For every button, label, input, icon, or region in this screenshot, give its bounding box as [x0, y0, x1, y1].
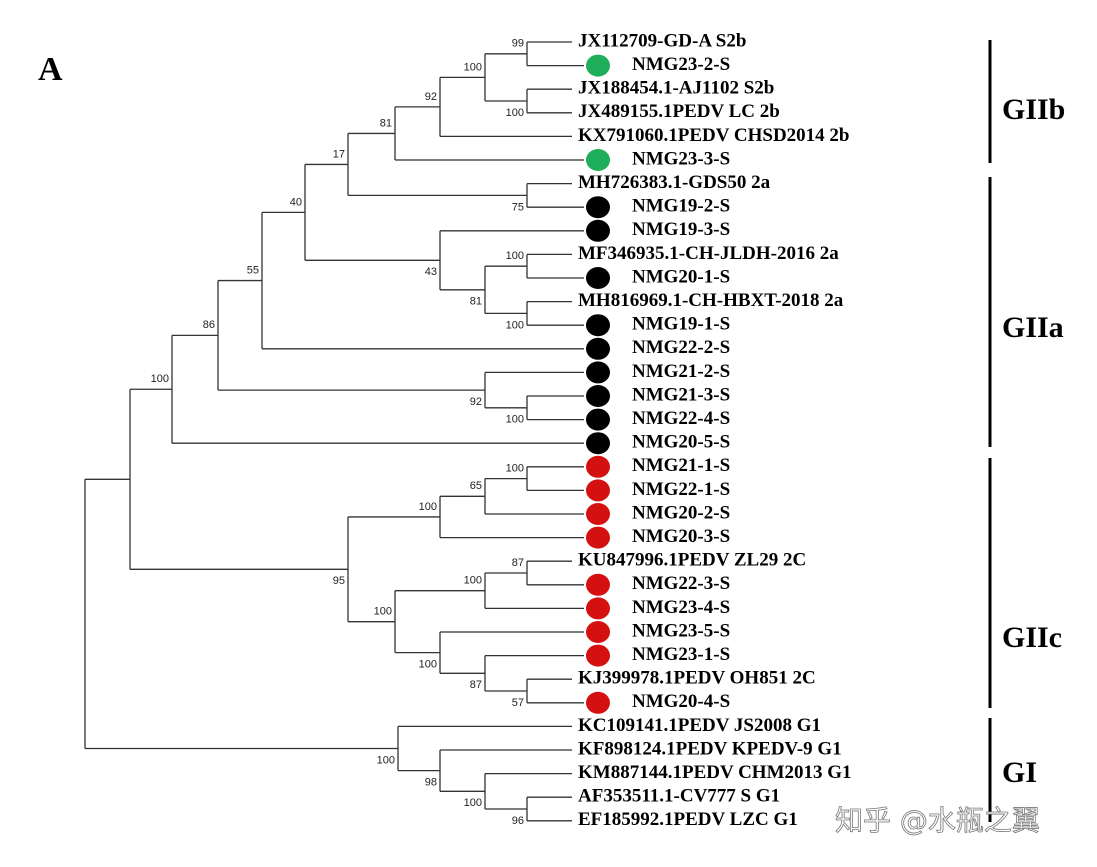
bootstrap-value: 99 [512, 38, 524, 50]
leaf-dot [586, 526, 610, 549]
leaf-label: NMG22-4-S [632, 408, 730, 429]
bootstrap-value: 86 [203, 319, 215, 331]
leaf-dot [586, 267, 610, 289]
bootstrap-value: 65 [470, 480, 482, 492]
leaf-label: KF898124.1PEDV KPEDV-9 G1 [578, 738, 842, 759]
leaf-label: JX489155.1PEDV LC 2b [578, 101, 780, 122]
leaf-label: NMG22-2-S [632, 337, 730, 358]
leaf-dot [586, 196, 610, 219]
bootstrap-value: 87 [512, 557, 524, 569]
leaf-dot [586, 479, 610, 502]
leaf-label: MF346935.1-CH-JLDH-2016 2a [578, 243, 839, 264]
bootstrap-value: 100 [464, 575, 482, 587]
bootstrap-value: 92 [425, 91, 437, 103]
group-label: GIIc [1002, 621, 1062, 654]
bootstrap-value: 100 [464, 797, 482, 809]
leaf-label: NMG23-4-S [632, 597, 730, 618]
group-label: GI [1002, 756, 1037, 789]
bootstrap-value: 40 [290, 196, 302, 208]
leaf-label: NMG20-2-S [632, 502, 730, 523]
tree: JX112709-GD-A S2b NMG23-2-S JX188454.1-AJ1… [84, 30, 852, 830]
leaf-dot [586, 54, 610, 77]
leaf-label: NMG21-1-S [632, 455, 730, 476]
leaf-dot [586, 597, 610, 620]
bootstrap-value: 92 [470, 396, 482, 408]
leaf-dot [586, 455, 610, 478]
leaf-label: NMG22-3-S [632, 573, 730, 594]
bootstrap-value: 100 [506, 463, 524, 475]
leaf-dot [586, 385, 610, 407]
bootstrap-value: 55 [247, 264, 259, 276]
bootstrap-value: 100 [506, 107, 524, 119]
leaf-label: NMG23-5-S [632, 620, 730, 641]
leaf-label: NMG20-1-S [632, 266, 730, 287]
leaf-label: JX112709-GD-A S2b [578, 30, 746, 51]
leaf-label: KX791060.1PEDV CHSD2014 2b [578, 125, 849, 146]
leaf-label: MH726383.1-GDS50 2a [578, 172, 771, 193]
bootstrap-value: 100 [377, 754, 395, 766]
bootstrap-value: 81 [380, 117, 392, 129]
group-label: GIIa [1002, 311, 1064, 344]
leaf-dot [586, 314, 610, 337]
leaf-dot [586, 408, 610, 431]
leaf-label: NMG23-2-S [632, 54, 730, 75]
leaf-label: MH816969.1-CH-HBXT-2018 2a [578, 290, 844, 311]
bootstrap-value: 17 [333, 148, 345, 160]
leaf-label: NMG19-1-S [632, 314, 730, 335]
leaf-label: NMG20-3-S [632, 526, 730, 547]
bootstrap-value: 100 [419, 501, 437, 513]
bootstrap-value: 81 [470, 296, 482, 308]
bootstrap-value: 100 [374, 606, 392, 618]
leaf-dot [586, 503, 610, 525]
bootstrap-value: 96 [512, 815, 524, 827]
leaf-label: JX188454.1-AJ1102 S2b [578, 78, 774, 99]
bootstrap-value: 100 [419, 659, 437, 671]
panel-label: A [38, 51, 63, 88]
leaf-label: KU847996.1PEDV ZL29 2C [578, 550, 806, 571]
leaf-dot [586, 432, 610, 455]
leaf-label: NMG20-4-S [632, 691, 730, 712]
leaf-dot [586, 621, 610, 643]
bootstrap-value: 98 [425, 777, 437, 789]
leaf-dot [586, 573, 610, 596]
leaf-dot [586, 644, 610, 667]
leaf-dot [586, 361, 610, 384]
leaf-label: NMG21-2-S [632, 361, 730, 382]
leaf-dot [586, 219, 610, 242]
group-label: GIIb [1002, 93, 1065, 126]
bootstrap-value: 75 [512, 201, 524, 213]
leaf-label: KM887144.1PEDV CHM2013 G1 [578, 762, 852, 783]
leaf-dot [586, 337, 610, 360]
bootstrap-value: 100 [506, 414, 524, 426]
watermark: 知乎 @水瓶之翼 [835, 804, 1040, 837]
leaf-label: AF353511.1-CV777 S G1 [578, 786, 780, 807]
bootstrap-value: 87 [470, 679, 482, 691]
leaf-dot [586, 691, 610, 714]
leaf-label: NMG23-1-S [632, 644, 730, 665]
bootstrap-value: 43 [425, 266, 437, 278]
leaf-label: KC109141.1PEDV JS2008 G1 [578, 715, 821, 736]
bootstrap-value: 57 [512, 697, 524, 709]
leaf-label: NMG19-3-S [632, 219, 730, 240]
bootstrap-value: 100 [151, 373, 169, 385]
leaf-label: NMG19-2-S [632, 196, 730, 217]
leaf-dot [586, 149, 610, 171]
bootstrap-value: 95 [333, 575, 345, 587]
leaf-label: EF185992.1PEDV LZC G1 [578, 809, 798, 830]
bootstrap-value: 100 [506, 250, 524, 262]
leaf-label: NMG23-3-S [632, 148, 730, 169]
leaf-label: NMG22-1-S [632, 479, 730, 500]
leaf-label: NMG20-5-S [632, 432, 730, 453]
leaf-label: NMG21-3-S [632, 384, 730, 405]
leaf-label: KJ399978.1PEDV OH851 2C [578, 668, 816, 689]
bootstrap-value: 100 [506, 319, 524, 331]
bootstrap-value: 100 [464, 61, 482, 73]
